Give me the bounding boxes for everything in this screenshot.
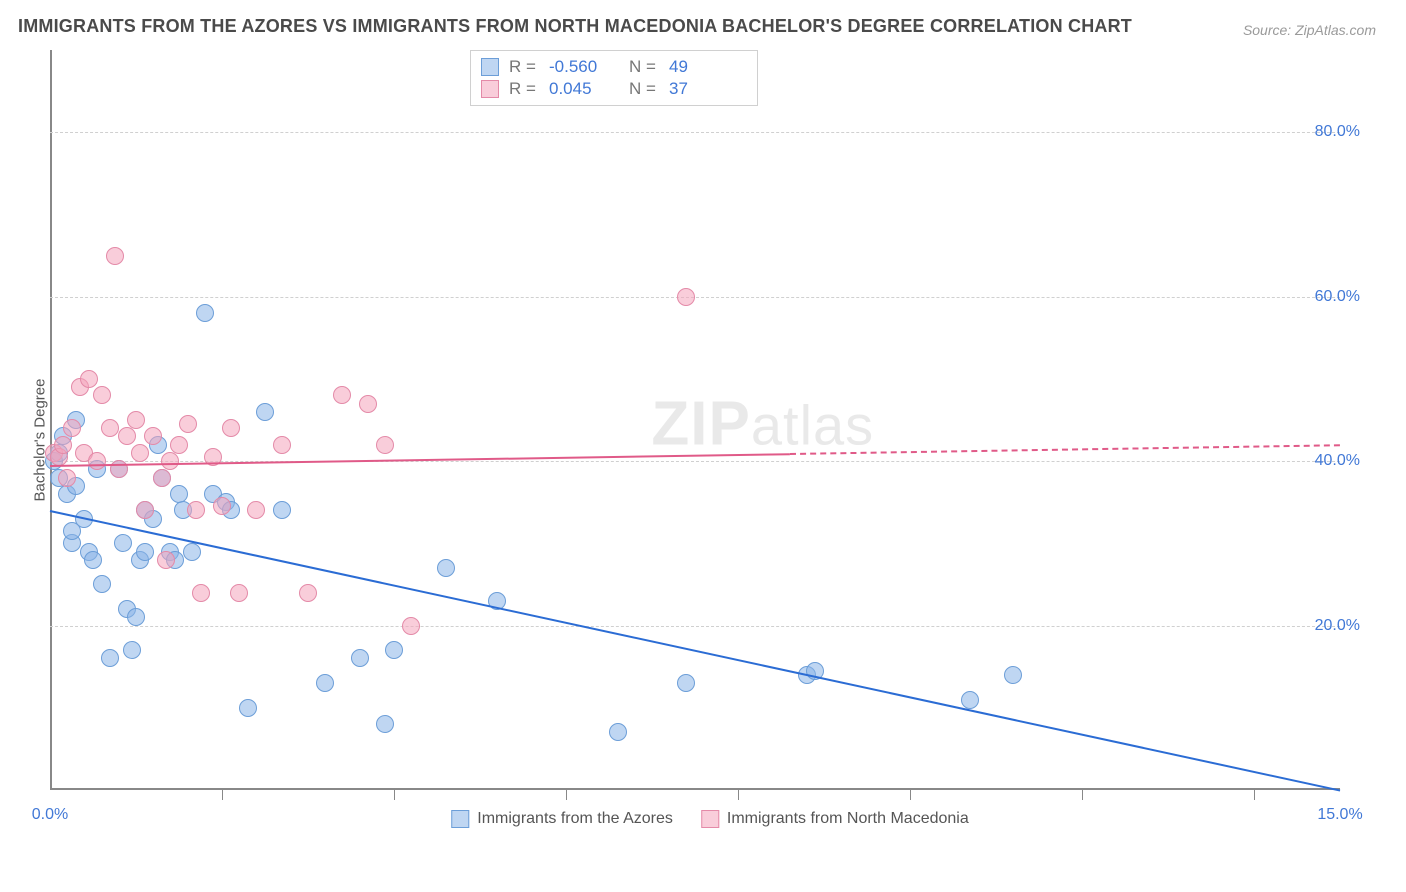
x-tick <box>222 790 223 800</box>
legend-swatch <box>481 80 499 98</box>
data-point <box>222 419 240 437</box>
data-point <box>230 584 248 602</box>
stats-legend-row: R = -0.560 N = 49 <box>481 57 739 77</box>
data-point <box>127 411 145 429</box>
data-point <box>127 608 145 626</box>
data-point <box>131 444 149 462</box>
data-point <box>609 723 627 741</box>
scatter-plot: Bachelor's Degree 20.0%40.0%60.0%80.0% 0… <box>50 50 1370 830</box>
y-tick-label: 60.0% <box>1315 288 1360 306</box>
data-point <box>144 427 162 445</box>
data-point <box>316 674 334 692</box>
series-legend: Immigrants from the Azores Immigrants fro… <box>451 810 968 828</box>
data-point <box>402 617 420 635</box>
data-point <box>192 584 210 602</box>
n-value: 49 <box>669 57 739 77</box>
legend-label: Immigrants from the Azores <box>477 810 673 828</box>
data-point <box>183 543 201 561</box>
data-point <box>247 501 265 519</box>
data-point <box>118 427 136 445</box>
data-point <box>437 559 455 577</box>
data-point <box>101 419 119 437</box>
data-point <box>106 247 124 265</box>
data-point <box>93 575 111 593</box>
r-value: 0.045 <box>549 79 619 99</box>
gridline <box>50 132 1340 133</box>
r-value: -0.560 <box>549 57 619 77</box>
data-point <box>123 641 141 659</box>
y-tick-label: 80.0% <box>1315 123 1360 141</box>
data-point <box>58 469 76 487</box>
data-point <box>136 501 154 519</box>
legend-swatch <box>451 810 469 828</box>
data-point <box>677 288 695 306</box>
legend-item: Immigrants from the Azores <box>451 810 673 828</box>
trend-line <box>50 510 1340 792</box>
legend-label: Immigrants from North Macedonia <box>727 810 969 828</box>
data-point <box>256 403 274 421</box>
data-point <box>239 699 257 717</box>
gridline <box>50 626 1340 627</box>
watermark: ZIPatlas <box>651 389 874 460</box>
n-label: N = <box>629 79 659 99</box>
x-axis-line <box>50 788 1340 790</box>
data-point <box>677 674 695 692</box>
r-label: R = <box>509 57 539 77</box>
data-point <box>376 436 394 454</box>
data-point <box>84 551 102 569</box>
data-point <box>170 485 188 503</box>
data-point <box>359 395 377 413</box>
stats-legend: R = -0.560 N = 49 R = 0.045 N = 37 <box>470 50 758 106</box>
data-point <box>88 452 106 470</box>
x-tick <box>1082 790 1083 800</box>
data-point <box>63 419 81 437</box>
data-point <box>376 715 394 733</box>
x-tick <box>910 790 911 800</box>
stats-legend-row: R = 0.045 N = 37 <box>481 79 739 99</box>
data-point <box>333 386 351 404</box>
data-point <box>93 386 111 404</box>
data-point <box>385 641 403 659</box>
data-point <box>196 304 214 322</box>
n-label: N = <box>629 57 659 77</box>
data-point <box>273 501 291 519</box>
x-tick <box>394 790 395 800</box>
n-value: 37 <box>669 79 739 99</box>
data-point <box>213 497 231 515</box>
data-point <box>157 551 175 569</box>
x-tick-label: 0.0% <box>32 806 68 824</box>
data-point <box>1004 666 1022 684</box>
x-tick-label: 15.0% <box>1317 806 1362 824</box>
x-tick <box>566 790 567 800</box>
x-tick <box>1254 790 1255 800</box>
data-point <box>351 649 369 667</box>
trend-line-extrapolated <box>790 445 1340 456</box>
data-point <box>161 452 179 470</box>
data-point <box>187 501 205 519</box>
legend-swatch <box>481 58 499 76</box>
data-point <box>273 436 291 454</box>
data-point <box>101 649 119 667</box>
legend-item: Immigrants from North Macedonia <box>701 810 969 828</box>
data-point <box>54 436 72 454</box>
data-point <box>153 469 171 487</box>
y-axis-line <box>50 50 52 790</box>
chart-title: IMMIGRANTS FROM THE AZORES VS IMMIGRANTS… <box>18 16 1132 37</box>
source-attribution: Source: ZipAtlas.com <box>1243 22 1376 38</box>
data-point <box>170 436 188 454</box>
data-point <box>80 370 98 388</box>
data-point <box>179 415 197 433</box>
data-point <box>299 584 317 602</box>
y-axis-label: Bachelor's Degree <box>32 379 49 502</box>
y-tick-label: 20.0% <box>1315 617 1360 635</box>
data-point <box>114 534 132 552</box>
y-tick-label: 40.0% <box>1315 452 1360 470</box>
data-point <box>136 543 154 561</box>
data-point <box>961 691 979 709</box>
x-tick <box>738 790 739 800</box>
r-label: R = <box>509 79 539 99</box>
legend-swatch <box>701 810 719 828</box>
